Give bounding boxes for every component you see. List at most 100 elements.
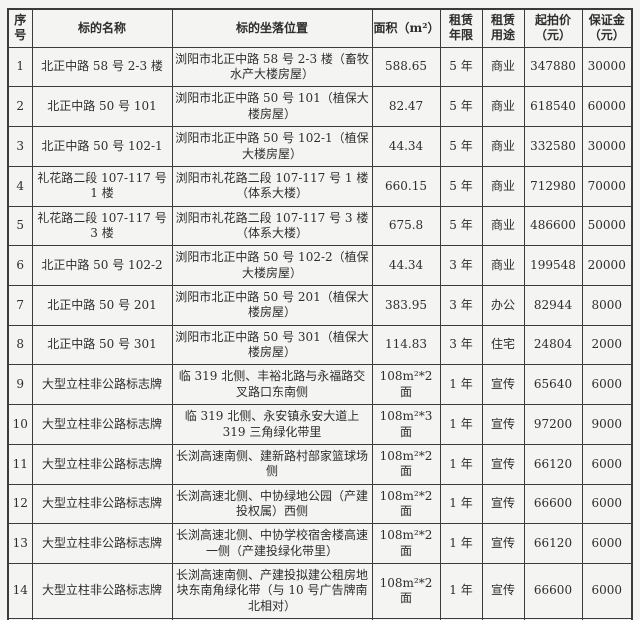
cell-area: 108m²*3 面 (371, 404, 441, 445)
cell-term: 5 年 (439, 86, 483, 128)
cell-term: 3 年 (439, 285, 483, 326)
table-row: 13 大型立柱非公路标志牌 长浏高速北侧、中协学校宿舍楼高速一侧（产建投绿化带里） 1… (7, 523, 633, 565)
cell-use: 商业 (481, 245, 525, 287)
cell-deposit: 2000 (581, 324, 633, 366)
lot-table: 序 号标的名称 标的坐落位置 面积（m²） 租赁 年限 租赁 用途 起拍价 （元） 保证金 … (7, 8, 633, 620)
cell-area: 82.47 (371, 86, 441, 128)
cell-location: 浏阳市北正中路 50 号 102-2（植保大楼房屋） (171, 245, 373, 287)
cell-term: 1 年 (439, 563, 483, 620)
cell-term: 5 年 (439, 46, 483, 88)
cell-deposit: 20000 (581, 245, 633, 287)
cell-use: 宣传 (481, 563, 525, 620)
table-row: 12 大型立柱非公路标志牌 长浏高速北侧、中协绿地公园（产建投权属）西侧 108m²*… (7, 483, 633, 525)
cell-no: 14 (7, 563, 33, 620)
header-cell-no: 序 号 (7, 8, 33, 48)
cell-name: 大型立柱非公路标志牌 (31, 404, 173, 445)
cell-price: 618540 (523, 86, 583, 128)
cell-no: 10 (7, 404, 33, 445)
cell-area: 383.95 (371, 285, 441, 326)
header-cell-price: 起拍价 （元） (523, 8, 583, 48)
table-row: 9 大型立柱非公路标志牌临 319 北侧、丰裕北路与永福路交叉路口东南侧 108m²… (7, 364, 633, 406)
table-body: 1 北正中路 58 号 2-3 楼浏阳市北正中路 58 号 2-3 楼（畜牧水产大… (7, 46, 633, 620)
cell-price: 97200 (523, 404, 583, 445)
cell-name: 礼花路二段 107-117 号 1 楼 (31, 165, 173, 207)
cell-term: 1 年 (439, 364, 483, 406)
cell-area: 44.34 (371, 126, 441, 167)
cell-no: 1 (7, 46, 33, 88)
cell-deposit: 6000 (581, 364, 633, 406)
table-row: 14 大型立柱非公路标志牌 长浏高速南侧、产建投拟建公租房地块东南角绿化带（与 10… (7, 563, 633, 620)
cell-deposit: 6000 (581, 563, 633, 620)
cell-price: 199548 (523, 245, 583, 287)
cell-location: 长浏高速北侧、中协学校宿舍楼高速一侧（产建投绿化带里） (171, 523, 373, 565)
cell-price: 486600 (523, 205, 583, 247)
cell-no: 12 (7, 483, 33, 525)
cell-no: 8 (7, 324, 33, 366)
cell-deposit: 9000 (581, 404, 633, 445)
table-row: 2 北正中路 50 号 101 浏阳市北正中路 50 号 101（植保大楼房屋） 82… (7, 86, 633, 128)
cell-area: 108m²*2 面 (371, 523, 441, 565)
cell-deposit: 8000 (581, 285, 633, 326)
cell-term: 5 年 (439, 205, 483, 247)
cell-area: 675.8 (371, 205, 441, 247)
table-row: 5 礼花路二段 107-117 号 3 楼浏阳市礼花路二段 107-117 号 3… (7, 205, 633, 247)
table-row: 6 北正中路 50 号 102-2 浏阳市北正中路 50 号 102-2（植保大楼房… (7, 245, 633, 287)
cell-price: 332580 (523, 126, 583, 167)
cell-price: 66600 (523, 483, 583, 525)
cell-use: 商业 (481, 86, 525, 128)
cell-term: 3 年 (439, 245, 483, 287)
table-row: 4 礼花路二段 107-117 号 1 楼浏阳市礼花路二段 107-117 号 1… (7, 165, 633, 207)
table-row: 7 北正中路 50 号 201 浏阳市北正中路 50 号 201（植保大楼房屋） 38… (7, 285, 633, 326)
cell-name: 北正中路 50 号 201 (31, 285, 173, 326)
cell-no: 3 (7, 126, 33, 167)
cell-deposit: 60000 (581, 86, 633, 128)
cell-price: 66120 (523, 523, 583, 565)
table-row: 1556 个公交站台广告位浏阳经济开发区（高新技术产业开发区）各道路边/1 年宣… (7, 618, 633, 620)
cell-use: 办公 (481, 285, 525, 326)
cell-name: 北正中路 50 号 102-1 (31, 126, 173, 167)
cell-location: 临 319 北侧、永安镇永安大道上 319 三角绿化带里 (171, 404, 373, 445)
cell-deposit: 6000 (581, 483, 633, 525)
cell-no: 9 (7, 364, 33, 406)
cell-location: 浏阳市北正中路 58 号 2-3 楼（畜牧水产大楼房屋） (171, 46, 373, 88)
cell-location: 浏阳市北正中路 50 号 101（植保大楼房屋） (171, 86, 373, 128)
cell-deposit: 20000 (581, 618, 633, 620)
cell-price: 66600 (523, 563, 583, 620)
cell-area: 588.65 (371, 46, 441, 88)
cell-use: 商业 (481, 165, 525, 207)
cell-price: 712980 (523, 165, 583, 207)
cell-area: 108m²*2 面 (371, 483, 441, 525)
cell-no: 6 (7, 245, 33, 287)
table-row: 8 北正中路 50 号 301 浏阳市北正中路 50 号 301（植保大楼房屋） 11… (7, 324, 633, 366)
cell-area: 44.34 (371, 245, 441, 287)
cell-price: 66120 (523, 443, 583, 485)
cell-area: 108m²*2 面 (371, 563, 441, 620)
cell-deposit: 6000 (581, 443, 633, 485)
cell-name: 大型立柱非公路标志牌 (31, 483, 173, 525)
header-cell-deposit: 保证金 （元） (581, 8, 633, 48)
cell-term: 1 年 (439, 483, 483, 525)
cell-term: 1 年 (439, 404, 483, 445)
cell-no: 13 (7, 523, 33, 565)
cell-use: 宣传 (481, 523, 525, 565)
cell-use: 宣传 (481, 404, 525, 445)
cell-deposit: 50000 (581, 205, 633, 247)
header-cell-location: 标的坐落位置 (171, 8, 373, 48)
cell-no: 2 (7, 86, 33, 128)
header-cell-use: 租赁 用途 (481, 8, 525, 48)
cell-no: 4 (7, 165, 33, 207)
cell-no: 5 (7, 205, 33, 247)
cell-location: 浏阳市礼花路二段 107-117 号 1 楼（体系大楼） (171, 165, 373, 207)
cell-use: 宣传 (481, 483, 525, 525)
cell-name: 北正中路 50 号 102-2 (31, 245, 173, 287)
cell-term: 1 年 (439, 523, 483, 565)
cell-location: 长浏高速南侧、建新路村部家篮球场侧 (171, 443, 373, 485)
cell-price: 347880 (523, 46, 583, 88)
cell-term: 5 年 (439, 165, 483, 207)
cell-deposit: 70000 (581, 165, 633, 207)
cell-area: 114.83 (371, 324, 441, 366)
cell-use: 宣传 (481, 443, 525, 485)
cell-price: 24804 (523, 324, 583, 366)
